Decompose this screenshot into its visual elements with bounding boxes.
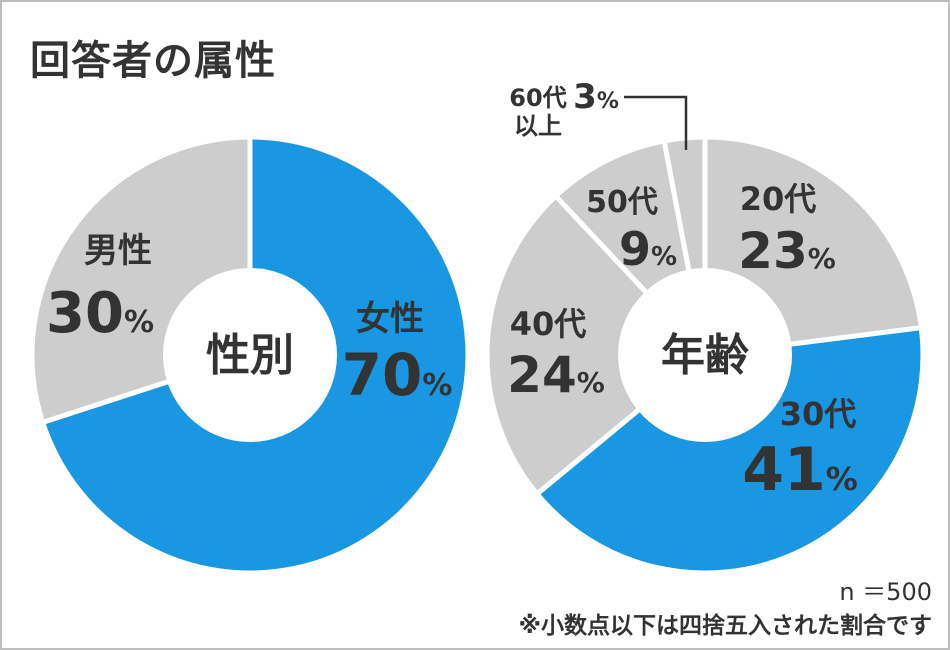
slice-value-20s-unit: %: [808, 242, 836, 275]
slice-value-60s: 3%: [573, 77, 619, 117]
age-slice-2: [484, 193, 708, 497]
page-title: 回答者の属性: [30, 38, 276, 84]
gender-donut: 性別 男性 30% 女性 70%: [29, 134, 471, 576]
rounding-footnote: ※小数点以下は四捨五入された割合です: [518, 613, 932, 639]
age-donut: 年齢 20代 23% 30代 41% 40代 24% 50代 9% 60代 以上…: [484, 77, 926, 576]
slice-value-female-number: 70: [342, 341, 423, 409]
slice-value-30s-unit: %: [826, 460, 858, 498]
slice-value-30s: 41%: [742, 435, 858, 505]
slice-value-50s: 9%: [619, 222, 677, 276]
slice-label-40s: 40代: [510, 305, 587, 343]
gender-center-label: 性別: [206, 330, 294, 381]
gender-donut-hole: [163, 268, 337, 442]
sample-size-note: n ＝500: [839, 578, 932, 606]
slice-value-60s-number: 3: [573, 77, 597, 117]
slice-value-female-unit: %: [422, 368, 452, 403]
slice-value-female: 70%: [342, 341, 453, 409]
slice-value-40s-number: 24: [507, 346, 577, 404]
slice-value-male: 30%: [46, 281, 154, 346]
slice-value-50s-unit: %: [651, 242, 677, 272]
slice-label-60s-line2: 以上: [514, 112, 562, 140]
slice-value-40s-unit: %: [577, 366, 605, 399]
leader-line-60s: [624, 95, 688, 150]
slice-value-60s-unit: %: [597, 89, 619, 114]
slice-value-20s: 23%: [738, 222, 836, 280]
slice-value-male-unit: %: [124, 305, 154, 340]
slice-value-male-number: 30: [46, 281, 124, 346]
slice-label-60s-line1: 60代: [509, 84, 566, 112]
age-center-label: 年齢: [661, 330, 749, 381]
slice-label-female: 女性: [356, 299, 424, 339]
age-donut-hole: [618, 268, 792, 442]
slice-label-50s: 50代: [586, 185, 658, 220]
slice-value-30s-number: 41: [742, 435, 826, 505]
slice-label-30s: 30代: [780, 395, 857, 433]
slice-value-40s: 24%: [507, 346, 605, 404]
slice-value-50s-number: 9: [619, 222, 651, 276]
slice-label-male: 男性: [84, 231, 152, 271]
slice-value-20s-number: 23: [738, 222, 808, 280]
slice-label-20s: 20代: [740, 180, 817, 218]
age-slice-1: [534, 325, 926, 576]
